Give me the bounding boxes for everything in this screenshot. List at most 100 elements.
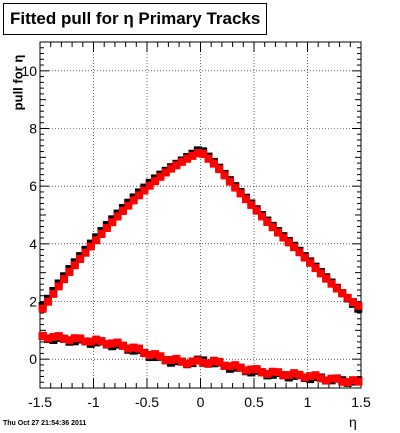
data-point-width-red [268,223,277,232]
data-point-mean-red [44,334,53,343]
data-point-width-red [49,289,58,298]
data-point-mean-red [225,362,234,371]
data-point-width-red [274,228,283,237]
data-point-mean-red [65,336,74,345]
data-point-width-red [129,196,138,205]
data-point-width-red [300,253,309,262]
data-point-mean-red [108,339,117,348]
data-point-width-red [44,297,53,306]
data-point-mean-red [81,337,90,346]
data-point-width-red [140,186,149,195]
data-point-mean-red [172,354,181,363]
data-point-mean-red [268,367,277,376]
x-axis-label: η [349,414,357,430]
data-point-width-red [311,264,320,273]
data-point-width-red [322,274,331,283]
data-point-width-red [204,154,213,163]
data-point-mean-red [327,374,336,383]
x-tick-label: -0.5 [135,394,159,410]
data-point-width-red [177,157,186,166]
data-point-width-red [220,171,229,180]
data-point-mean-red [161,356,170,365]
data-point-mean-red [295,370,304,379]
data-point-mean-red [231,361,240,370]
x-tick-label: 1.5 [351,394,371,410]
data-point-width-red [65,267,74,276]
data-point-width-red [70,261,79,270]
data-point-mean-red [209,356,218,365]
data-point-width-red [60,275,69,284]
data-point-mean-red [140,349,149,358]
data-point-width-red [284,238,293,247]
data-point-width-red [199,149,208,158]
data-point-mean-red [322,376,331,385]
data-point-mean-red [134,344,143,353]
data-point-mean-red [199,359,208,368]
data-point-mean-red [306,372,315,381]
data-point-width-red [161,168,170,177]
y-tick-label: 6 [29,178,37,194]
data-point-mean-red [118,341,127,350]
data-point-mean-red [124,344,133,353]
data-point-mean-red [151,350,160,359]
y-tick-label: 8 [29,121,37,137]
x-tick-label: 1 [304,394,312,410]
data-point-width-red [167,164,176,173]
data-point-width-red [236,189,245,198]
data-point-width-red [151,177,160,186]
data-point-mean-red [247,365,256,374]
data-point-mean-red [204,359,213,368]
data-point-mean-red [343,378,352,387]
data-point-width-red [209,159,218,168]
data-point-width-red [306,258,315,267]
data-point-width-red [38,304,47,313]
data-point-width-red [332,284,341,293]
data-point-width-red [343,293,352,302]
data-point-mean-red [220,361,229,370]
data-point-width-red [86,242,95,251]
y-tick-label: 4 [29,236,37,252]
chart-title: Fitted pull for η Primary Tracks [3,3,268,35]
data-point-mean-red [76,334,85,343]
data-point-mean-red [354,377,363,386]
data-point-width-red [290,243,299,252]
data-point-width-red [134,191,143,200]
data-point-width-red [145,181,154,190]
data-point-width-red [279,233,288,242]
data-point-mean-red [316,374,325,383]
data-point-width-red [172,161,181,170]
data-point-mean-red [177,357,186,366]
y-tick-label: 10 [21,63,37,79]
x-tick-label: -1.5 [28,394,52,410]
data-point-width-red [231,183,240,192]
data-point-mean-red [188,357,197,366]
data-point-mean-red [300,373,309,382]
data-point-mean-red [193,356,202,365]
data-point-width-red [193,149,202,158]
x-tick-label: -1 [87,394,100,410]
data-point-mean-red [70,334,79,343]
data-point-width-red [241,195,250,204]
data-point-mean-red [241,366,250,375]
data-point-mean-red [167,355,176,364]
data-point-width-red [295,248,304,257]
data-point-width-red [54,282,63,291]
data-point-width-red [263,217,272,226]
data-point-width-red [215,165,224,174]
data-point-mean-red [274,368,283,377]
data-point-width-red [124,201,133,210]
timestamp: Thu Oct 27 21:54:36 2011 [3,420,87,427]
data-point-mean-red [38,331,47,340]
data-point-mean-red [113,338,122,347]
data-point-width-red [183,154,192,163]
data-point-mean-red [49,333,58,342]
y-tick-label: 2 [29,294,37,310]
data-point-width-red [247,200,256,209]
data-point-width-red [258,212,267,221]
data-point-width-red [102,223,111,232]
data-point-width-red [225,177,234,186]
data-point-width-red [327,279,336,288]
x-tick-label: 0.5 [244,394,264,410]
data-point-width-red [316,269,325,278]
